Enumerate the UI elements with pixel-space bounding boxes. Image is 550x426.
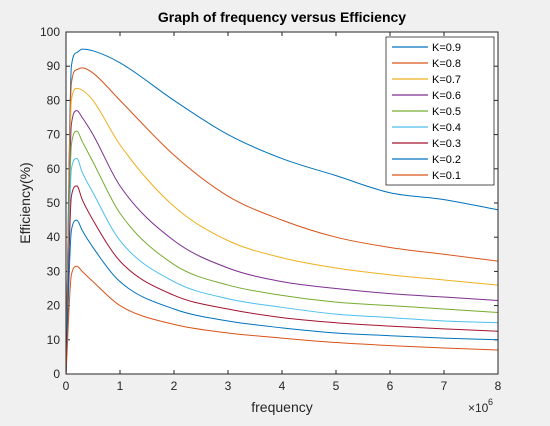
series-lines [65,48,499,375]
series-line-k-0-8 [65,67,499,375]
x-exponent-power: 6 [488,397,493,407]
x-tick-label: 8 [495,379,502,393]
chart-title: Graph of frequency versus Efficiency [158,9,406,25]
x-tick-label: 1 [117,379,124,393]
y-tick-label: 10 [47,333,61,347]
legend-label: K=0.5 [432,106,461,118]
y-tick-label: 50 [47,196,61,210]
x-tick-label: 6 [387,379,394,393]
x-axis-ticks: 0 1 2 3 4 5 6 7 8 [63,32,502,393]
y-tick-label: 60 [47,162,61,176]
y-tick-label: 70 [47,128,61,142]
axes-box [65,31,499,375]
series-line-k-0-3 [65,185,499,375]
x-tick-label: 4 [279,379,286,393]
y-tick-label: 20 [47,299,61,313]
y-axis-label: Efficiency(%) [17,162,33,243]
series-line-k-0-5 [65,130,499,375]
legend-label: K=0.2 [432,154,461,166]
legend-label: K=0.1 [432,170,461,182]
x-tick-label: 7 [441,379,448,393]
series-line-k-0-9 [65,48,499,375]
y-tick-label: 40 [47,230,61,244]
legend-label: K=0.8 [432,58,461,70]
x-tick-label: 2 [171,379,178,393]
y-tick-label: 0 [53,367,60,381]
series-line-k-0-4 [65,158,499,375]
x-exponent-base: ×10 [468,401,489,415]
x-tick-label: 0 [63,379,70,393]
series-line-k-0-1 [65,265,499,375]
x-tick-label: 3 [225,379,232,393]
legend-label: K=0.4 [432,122,461,134]
series-line-k-0-7 [65,87,499,375]
series-line-k-0-2 [65,219,499,375]
y-tick-label: 100 [40,25,60,39]
y-tick-label: 80 [47,93,61,107]
x-tick-label: 5 [333,379,340,393]
legend: K=0.9 K=0.8 K=0.7 K=0.6 K=0.5 K=0.4 K=0.3 K=0.2… [385,36,495,186]
legend-label: K=0.3 [432,138,461,150]
legend-label: K=0.7 [432,74,461,86]
y-tick-label: 30 [47,264,61,278]
series-line-k-0-6 [65,110,499,375]
x-axis-label: frequency [251,399,312,415]
y-tick-label: 90 [47,59,61,73]
legend-label: K=0.6 [432,90,461,102]
legend-label: K=0.9 [432,42,461,54]
